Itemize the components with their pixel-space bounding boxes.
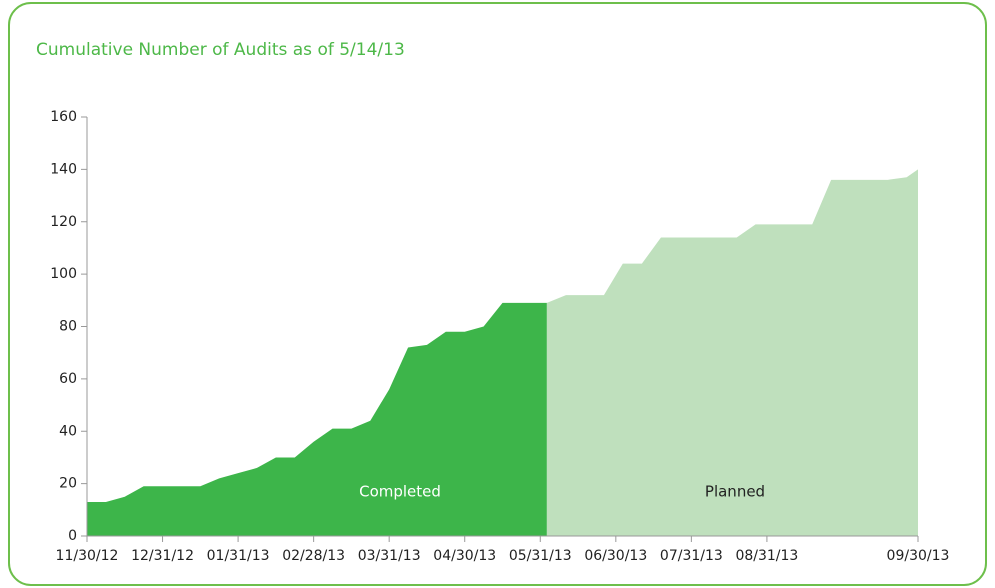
x-tick-label: 06/30/13 [584, 548, 647, 564]
x-tick-label: 08/31/13 [735, 548, 798, 564]
series-label: Completed [359, 483, 441, 501]
x-tick-label: 07/31/13 [660, 548, 723, 564]
area [546, 169, 918, 536]
y-tick-label: 0 [68, 528, 77, 544]
series-label: Planned [705, 483, 765, 501]
x-tick-label: 04/30/13 [433, 548, 496, 564]
y-tick-label: 160 [50, 109, 77, 125]
area [87, 302, 547, 536]
y-tick-label: 40 [59, 423, 77, 439]
y-tick-label: 80 [59, 319, 77, 335]
y-tick-label: 120 [50, 214, 77, 230]
y-tick-label: 20 [59, 476, 77, 492]
x-tick-label: 03/31/13 [358, 548, 421, 564]
x-tick-label: 11/30/12 [56, 548, 119, 564]
y-tick-label: 140 [50, 161, 77, 177]
chart-title: Cumulative Number of Audits as of 5/14/1… [36, 40, 405, 60]
x-tick-label: 02/28/13 [282, 548, 345, 564]
x-tick-label: 12/31/12 [131, 548, 194, 564]
y-tick-label: 100 [50, 266, 77, 282]
x-tick-label: 05/31/13 [509, 548, 572, 564]
y-tick-label: 60 [59, 371, 77, 387]
x-tick-label: 01/31/13 [207, 548, 270, 564]
x-tick-label: 09/30/13 [887, 548, 950, 564]
